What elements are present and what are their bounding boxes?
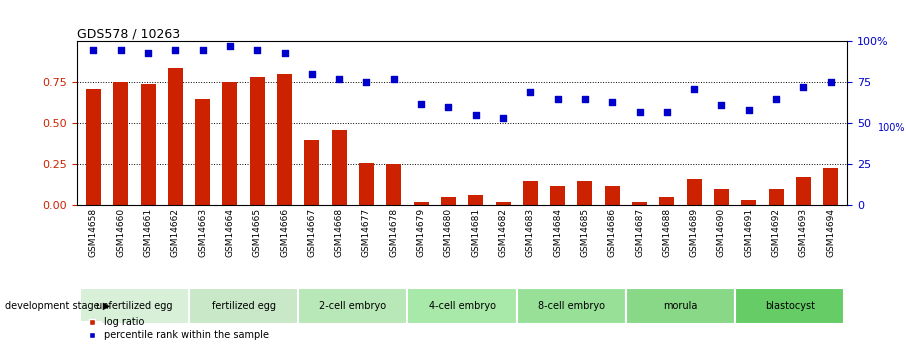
Point [169, 47, 183, 52]
Text: fertilized egg: fertilized egg [212, 301, 275, 311]
Bar [577, 181, 593, 205]
Point [714, 102, 728, 108]
Point [387, 76, 401, 82]
Text: 8-cell embryo: 8-cell embryo [538, 301, 605, 311]
Bar [626, 288, 735, 324]
Text: GDS578 / 10263: GDS578 / 10263 [77, 27, 180, 40]
Point [769, 96, 784, 101]
Point [468, 112, 483, 118]
Point [605, 99, 620, 105]
Point [496, 116, 510, 121]
Bar [408, 288, 516, 324]
Point [796, 85, 811, 90]
Bar [86, 89, 101, 205]
Point [578, 96, 593, 101]
Bar [413, 202, 429, 205]
Text: 4-cell embryo: 4-cell embryo [429, 301, 496, 311]
Bar [768, 189, 784, 205]
Point [277, 50, 292, 56]
Bar [795, 177, 811, 205]
Bar [687, 179, 701, 205]
Point [196, 47, 210, 52]
Text: morula: morula [663, 301, 698, 311]
Bar [195, 99, 210, 205]
Bar [660, 197, 674, 205]
Bar [496, 202, 511, 205]
Point [441, 104, 456, 110]
Point [550, 96, 564, 101]
Bar [632, 202, 647, 205]
Bar [80, 288, 189, 324]
Bar [332, 130, 347, 205]
Point [304, 71, 319, 77]
Legend: log ratio, percentile rank within the sample: log ratio, percentile rank within the sa… [82, 317, 269, 340]
Point [523, 89, 537, 95]
Bar [304, 140, 320, 205]
Bar [189, 288, 298, 324]
Text: development stage ▶: development stage ▶ [5, 301, 110, 311]
Bar [550, 186, 565, 205]
Bar [250, 77, 265, 205]
Point [632, 109, 647, 115]
Text: unfertilized egg: unfertilized egg [96, 301, 173, 311]
Bar [516, 288, 626, 324]
Point [414, 101, 429, 106]
Point [140, 50, 155, 56]
Point [332, 76, 346, 82]
Bar [468, 195, 483, 205]
Point [687, 86, 701, 92]
Bar [277, 74, 292, 205]
Bar [168, 68, 183, 205]
Text: 2-cell embryo: 2-cell embryo [319, 301, 386, 311]
Point [113, 47, 128, 52]
Bar [523, 181, 538, 205]
Bar [359, 162, 374, 205]
Bar [113, 82, 129, 205]
Point [223, 43, 237, 49]
Bar [741, 200, 757, 205]
Bar [386, 164, 401, 205]
Point [360, 80, 374, 85]
Y-axis label: 100%: 100% [878, 123, 905, 133]
Point [824, 80, 838, 85]
Bar [824, 168, 838, 205]
Bar [441, 197, 456, 205]
Bar [140, 84, 156, 205]
Bar [604, 186, 620, 205]
Bar [714, 189, 729, 205]
Point [660, 109, 674, 115]
Bar [735, 288, 844, 324]
Bar [223, 82, 237, 205]
Point [250, 47, 265, 52]
Bar [298, 288, 408, 324]
Text: blastocyst: blastocyst [765, 301, 814, 311]
Point [741, 107, 756, 113]
Point [86, 47, 101, 52]
